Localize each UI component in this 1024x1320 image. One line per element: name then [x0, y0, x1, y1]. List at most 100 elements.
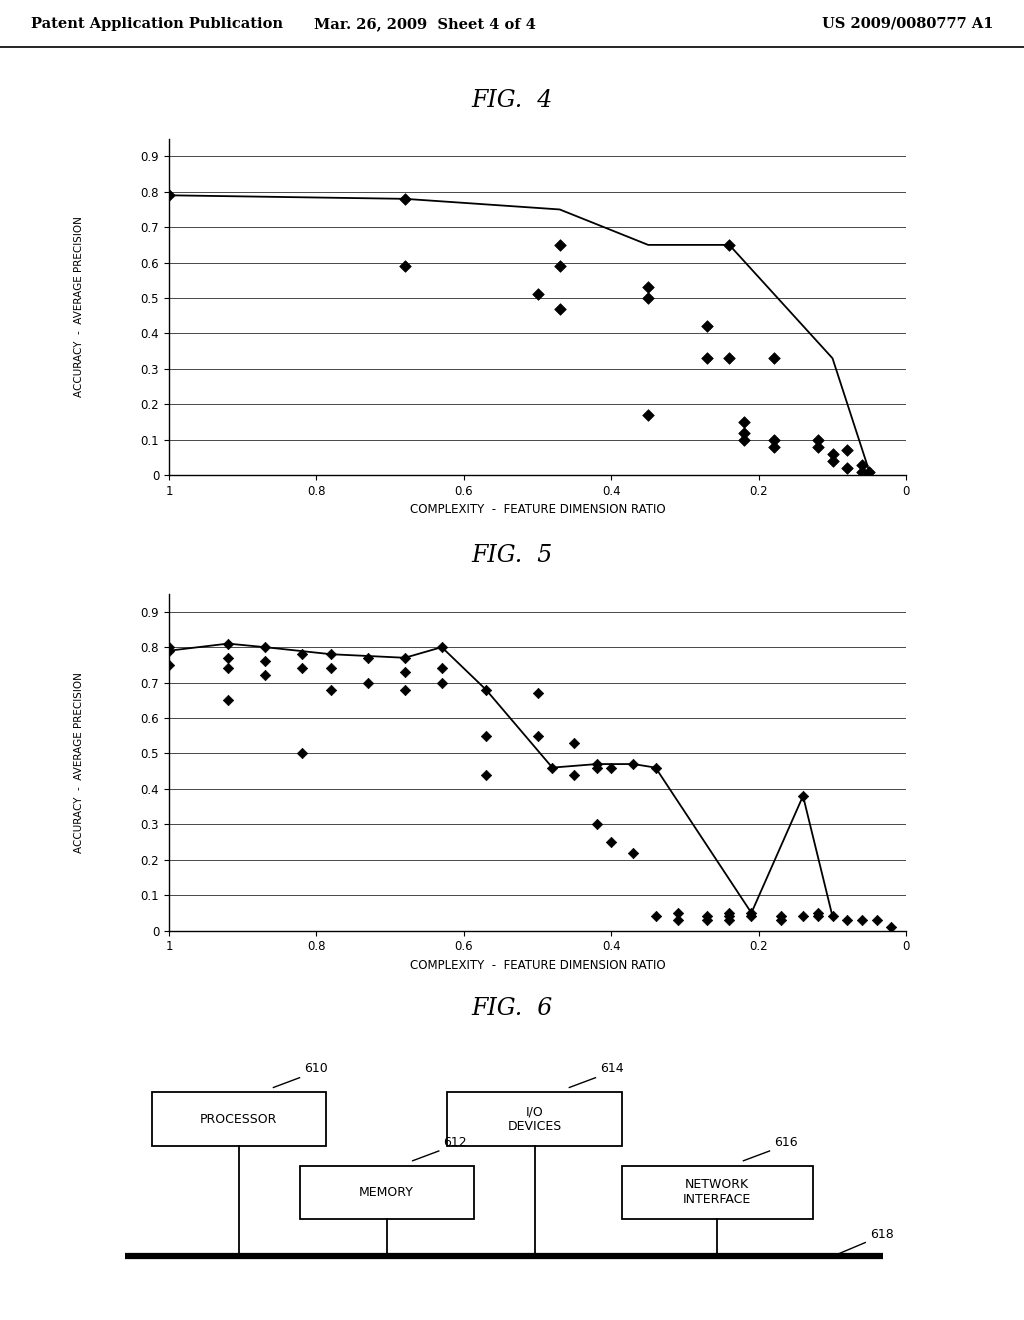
Point — [552, 298, 568, 319]
Point — [736, 412, 753, 433]
Point — [884, 916, 900, 937]
Point — [161, 636, 177, 657]
Point — [294, 644, 310, 665]
Point — [396, 647, 413, 668]
Point — [626, 842, 642, 863]
Point — [552, 256, 568, 277]
Point — [257, 651, 273, 672]
Point — [861, 461, 878, 482]
Point — [743, 906, 760, 927]
Point — [220, 647, 237, 668]
Text: Mar. 26, 2009  Sheet 4 of 4: Mar. 26, 2009 Sheet 4 of 4 — [314, 17, 536, 30]
Text: Patent Application Publication: Patent Application Publication — [31, 17, 283, 30]
Point — [824, 444, 841, 465]
Point — [433, 636, 450, 657]
Point — [670, 909, 686, 931]
Point — [721, 235, 737, 256]
Point — [721, 909, 737, 931]
Point — [640, 404, 656, 425]
Point — [433, 672, 450, 693]
Bar — [152, 1093, 326, 1146]
X-axis label: COMPLEXITY  -  FEATURE DIMENSION RATIO: COMPLEXITY - FEATURE DIMENSION RATIO — [410, 958, 666, 972]
Point — [294, 743, 310, 764]
Point — [839, 440, 855, 461]
Point — [529, 284, 546, 305]
Point — [396, 189, 413, 210]
Point — [323, 644, 339, 665]
Point — [161, 655, 177, 676]
Point — [736, 429, 753, 450]
Point — [220, 634, 237, 655]
Text: FIG.  4: FIG. 4 — [471, 88, 553, 112]
Point — [323, 657, 339, 678]
Point — [566, 733, 583, 754]
Point — [810, 437, 826, 458]
Text: 612: 612 — [443, 1135, 467, 1148]
Point — [699, 909, 716, 931]
Bar — [622, 1166, 813, 1220]
Point — [529, 682, 546, 704]
Point — [220, 690, 237, 711]
Point — [647, 906, 664, 927]
Point — [433, 657, 450, 678]
Point — [765, 429, 781, 450]
Text: US 2009/0080777 A1: US 2009/0080777 A1 — [822, 17, 993, 30]
Point — [396, 661, 413, 682]
Point — [736, 422, 753, 444]
Text: NETWORK
INTERFACE: NETWORK INTERFACE — [683, 1179, 752, 1206]
Point — [478, 725, 495, 746]
Point — [396, 678, 413, 700]
Point — [765, 347, 781, 368]
Point — [810, 906, 826, 927]
Point — [552, 235, 568, 256]
Point — [478, 764, 495, 785]
Point — [670, 903, 686, 924]
Point — [647, 758, 664, 779]
Point — [721, 906, 737, 927]
Point — [824, 450, 841, 471]
Point — [589, 754, 605, 775]
Point — [810, 429, 826, 450]
Point — [773, 909, 790, 931]
Text: 618: 618 — [869, 1229, 893, 1241]
Bar — [447, 1093, 622, 1146]
Point — [699, 906, 716, 927]
Point — [721, 347, 737, 368]
Point — [257, 665, 273, 686]
Point — [396, 256, 413, 277]
Text: 616: 616 — [774, 1135, 798, 1148]
Point — [854, 461, 870, 482]
Point — [529, 725, 546, 746]
Point — [478, 678, 495, 700]
Text: FIG.  5: FIG. 5 — [471, 544, 553, 568]
Text: MEMORY: MEMORY — [359, 1185, 414, 1199]
Y-axis label: ACCURACY  -  AVERAGE PRECISION: ACCURACY - AVERAGE PRECISION — [74, 216, 84, 397]
Point — [765, 437, 781, 458]
Point — [773, 906, 790, 927]
Text: 614: 614 — [600, 1063, 624, 1076]
Point — [566, 764, 583, 785]
Point — [603, 832, 620, 853]
Point — [626, 754, 642, 775]
Point — [323, 678, 339, 700]
Text: I/O
DEVICES: I/O DEVICES — [508, 1105, 561, 1134]
Y-axis label: ACCURACY  -  AVERAGE PRECISION: ACCURACY - AVERAGE PRECISION — [74, 672, 84, 853]
Point — [294, 657, 310, 678]
X-axis label: COMPLEXITY  -  FEATURE DIMENSION RATIO: COMPLEXITY - FEATURE DIMENSION RATIO — [410, 503, 666, 516]
Point — [359, 672, 376, 693]
Point — [699, 347, 716, 368]
Text: PROCESSOR: PROCESSOR — [200, 1113, 278, 1126]
Point — [589, 758, 605, 779]
Point — [854, 909, 870, 931]
Point — [795, 785, 811, 807]
Point — [810, 903, 826, 924]
Point — [161, 185, 177, 206]
Point — [257, 636, 273, 657]
Bar — [299, 1166, 473, 1220]
Point — [868, 909, 885, 931]
Point — [795, 906, 811, 927]
Point — [743, 903, 760, 924]
Point — [721, 903, 737, 924]
Point — [603, 758, 620, 779]
Point — [854, 454, 870, 475]
